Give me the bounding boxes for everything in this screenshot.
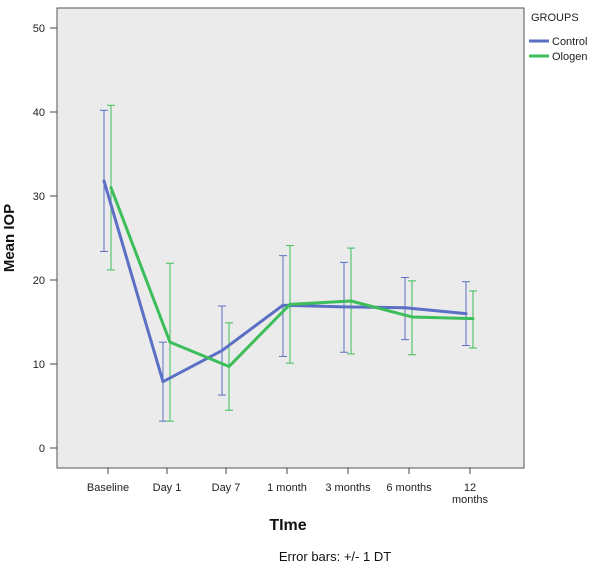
y-tick-label: 10 xyxy=(33,359,45,371)
x-tick-label: 6 months xyxy=(386,482,432,494)
legend-label-ologen: Ologen xyxy=(552,51,587,63)
series-lines xyxy=(102,179,475,384)
x-tick-label: Day 1 xyxy=(153,482,182,494)
y-tick-label: 20 xyxy=(33,275,45,287)
x-tick-label: 12 months xyxy=(452,482,489,506)
x-tick-label: 3 months xyxy=(325,482,371,494)
legend-title: GROUPS xyxy=(531,12,579,24)
legend-entries: Control Ologen xyxy=(529,36,587,63)
x-tick-label: Day 7 xyxy=(212,482,241,494)
y-tick-label: 0 xyxy=(39,443,45,455)
series-line-control xyxy=(102,179,468,384)
series-line-ologen xyxy=(109,186,475,369)
plot-background xyxy=(56,7,525,469)
y-tick-label: 50 xyxy=(33,23,45,35)
x-axis: Baseline Day 1 Day 7 1 month 3 months 6 month… xyxy=(87,468,489,506)
x-tick-label: 1 month xyxy=(267,482,307,494)
y-axis: 0 10 20 30 40 50 xyxy=(33,23,57,455)
x-tick-label-line: 12 xyxy=(464,482,476,494)
x-tick-label-line: months xyxy=(452,494,489,506)
error-bar-note: Error bars: +/- 1 DT xyxy=(279,549,391,564)
y-axis-title: Mean IOP xyxy=(1,204,18,272)
legend-label-control: Control xyxy=(552,36,587,48)
y-tick-label: 30 xyxy=(33,191,45,203)
x-axis-title: TIme xyxy=(269,517,306,534)
legend: GROUPS Control Ologen xyxy=(529,12,587,63)
x-tick-label: Baseline xyxy=(87,482,129,494)
y-tick-label: 40 xyxy=(33,107,45,119)
